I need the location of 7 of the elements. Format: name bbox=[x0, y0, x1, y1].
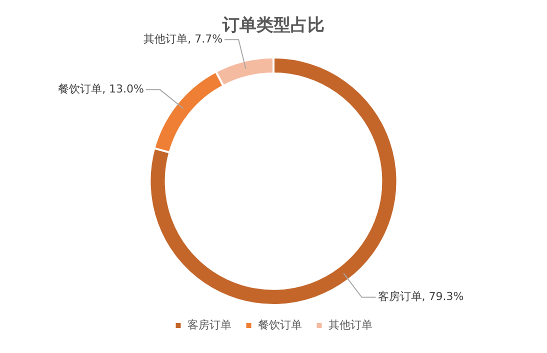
data-label: 其他订单, 7.7% bbox=[144, 32, 223, 46]
data-label: 餐饮订单, 13.0% bbox=[58, 82, 144, 96]
chart-title: 订单类型占比 bbox=[222, 16, 324, 36]
data-label: 客房订单, 79.3% bbox=[378, 290, 464, 304]
legend-label: 餐饮订单 bbox=[258, 318, 302, 332]
legend-label: 客房订单 bbox=[187, 318, 232, 332]
legend-label: 其他订单 bbox=[328, 318, 372, 332]
